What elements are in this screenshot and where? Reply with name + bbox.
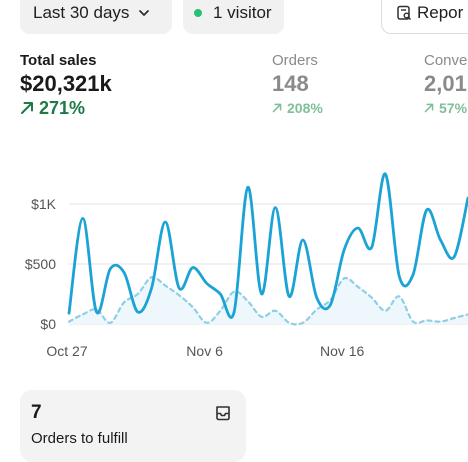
metric-delta-value: 271%: [39, 97, 85, 119]
metric-delta: 57%: [424, 97, 467, 119]
metric-delta: 271%: [20, 97, 112, 119]
report-button[interactable]: Repor: [381, 0, 468, 34]
visitors-label: 1 visitor: [213, 3, 272, 23]
sales-line-chart[interactable]: $0 $500 $1K Oct 27 Nov 6 Nov 16: [0, 150, 468, 365]
metric-orders[interactable]: Orders 148 208%: [272, 52, 323, 119]
metric-value: 2,01: [424, 71, 467, 97]
y-tick-label: $500: [25, 256, 56, 272]
metric-value: 148: [272, 71, 323, 97]
metric-conversion[interactable]: Conve 2,01 57%: [424, 52, 467, 119]
arrow-up-right-icon: [424, 103, 434, 113]
x-tick-label: Nov 6: [186, 343, 223, 359]
date-range-selector[interactable]: Last 30 days: [20, 0, 172, 34]
metric-label: Conve: [424, 52, 467, 70]
metric-value: $20,321k: [20, 71, 112, 97]
live-status-dot: [194, 9, 202, 17]
x-tick-label: Oct 27: [46, 343, 87, 359]
arrow-up-right-icon: [20, 101, 34, 115]
orders-to-fulfill-label: Orders to fulfill: [31, 430, 246, 448]
report-icon: [396, 5, 412, 21]
report-label: Repor: [417, 3, 463, 23]
metric-delta-value: 208%: [287, 97, 323, 119]
y-tick-label: $1K: [31, 196, 57, 212]
metric-total-sales[interactable]: Total sales $20,321k 271%: [20, 52, 112, 119]
metric-delta-value: 57%: [439, 97, 467, 119]
date-range-label: Last 30 days: [33, 3, 129, 23]
live-visitors-button[interactable]: 1 visitor: [183, 0, 284, 34]
sales-series-line: [69, 174, 468, 318]
orders-to-fulfill-card[interactable]: 7 Orders to fulfill: [20, 390, 246, 462]
x-tick-label: Nov 16: [320, 343, 365, 359]
metric-label: Orders: [272, 52, 323, 70]
inbox-icon[interactable]: [214, 404, 232, 422]
chevron-down-icon: [137, 6, 151, 20]
y-tick-label: $0: [40, 316, 56, 332]
arrow-up-right-icon: [272, 103, 282, 113]
metric-label: Total sales: [20, 52, 112, 70]
metric-delta: 208%: [272, 97, 323, 119]
